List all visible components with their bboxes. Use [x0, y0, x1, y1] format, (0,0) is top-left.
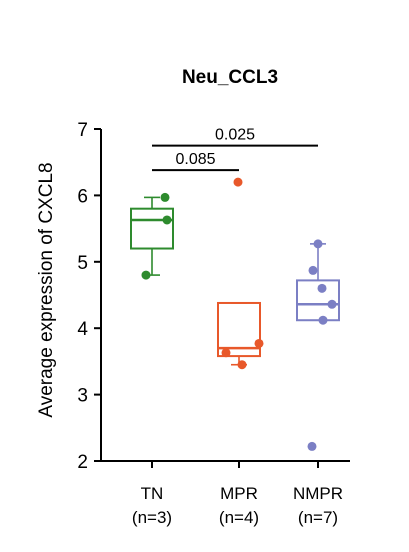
p-value-label: 0.025 — [215, 127, 255, 144]
data-point — [313, 239, 323, 249]
data-point — [317, 283, 327, 293]
data-point — [327, 299, 337, 309]
chart-title: Neu_CCL3 — [182, 67, 278, 88]
y-axis-label: Average expression of CXCL8 — [36, 162, 57, 417]
data-point — [254, 338, 264, 348]
y-tick-label: 4 — [77, 319, 88, 340]
data-point — [221, 348, 231, 358]
p-value-label: 0.085 — [175, 151, 215, 168]
x-tick-label: TN — [141, 484, 164, 503]
y-tick-label: 7 — [77, 120, 88, 141]
x-tick-label: MPR — [220, 484, 258, 503]
y-tick-label: 2 — [77, 452, 88, 473]
data-point — [307, 441, 317, 451]
box-tn — [130, 207, 174, 250]
data-point — [237, 360, 247, 370]
data-point — [162, 215, 172, 225]
data-point — [318, 315, 328, 325]
y-tick-label: 6 — [77, 186, 88, 207]
data-point — [233, 177, 243, 187]
data-point — [141, 270, 151, 280]
y-tick-label: 3 — [77, 386, 88, 407]
y-tick-label: 5 — [77, 253, 88, 274]
x-tick-count-label: (n=7) — [298, 508, 338, 527]
box-nmpr — [296, 279, 340, 322]
x-tick-label: NMPR — [293, 484, 343, 503]
box-mpr — [217, 301, 261, 358]
data-point — [308, 265, 318, 275]
x-tick-count-label: (n=3) — [132, 508, 172, 527]
data-point — [160, 192, 170, 202]
x-tick-count-label: (n=4) — [219, 508, 259, 527]
